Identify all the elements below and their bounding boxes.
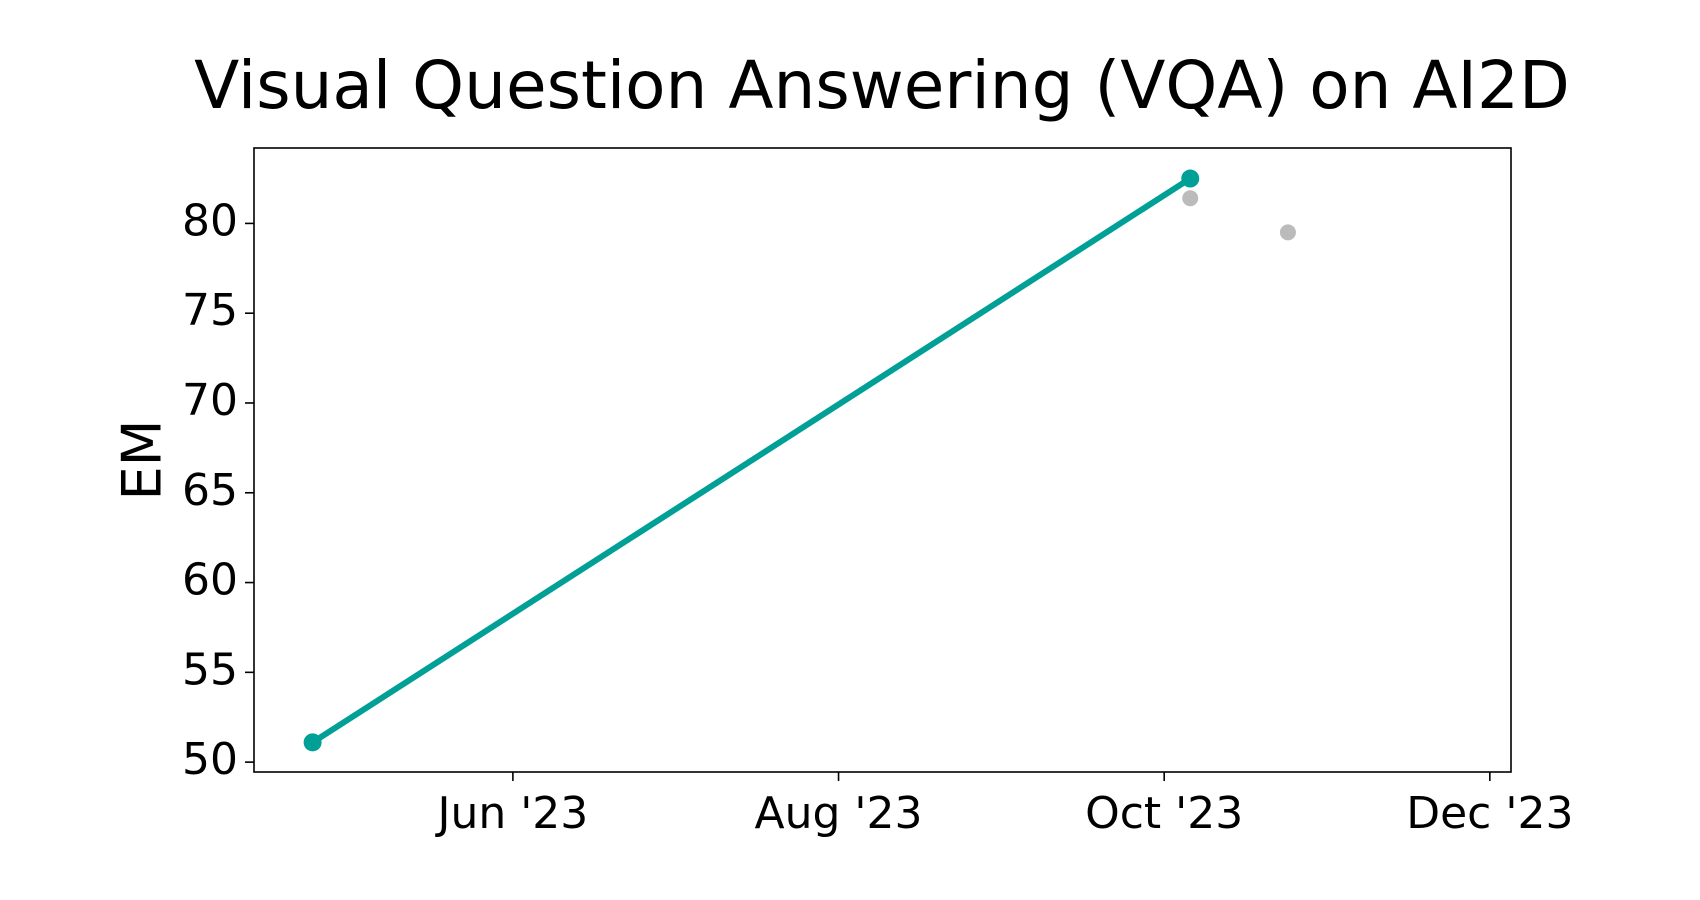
plot-frame xyxy=(253,147,1512,773)
point xyxy=(1279,224,1296,241)
x-tick-label: Jun '23 xyxy=(434,788,588,839)
x-tick-label: Oct '23 xyxy=(1085,788,1243,839)
line xyxy=(310,176,1192,745)
y-tick-label: 75 xyxy=(182,285,238,336)
y-tick-label: 80 xyxy=(182,195,238,246)
y-axis-label: EM xyxy=(111,420,174,501)
point xyxy=(303,733,322,752)
x-tick-label: Dec '23 xyxy=(1406,788,1573,839)
y-tick-label: 65 xyxy=(182,465,238,516)
point xyxy=(1182,190,1199,207)
y-tick-label: 55 xyxy=(182,644,238,695)
point xyxy=(1181,169,1200,188)
y-tick-label: 60 xyxy=(182,555,238,606)
chart-title: Visual Question Answering (VQA) on AI2D xyxy=(194,47,1570,124)
y-tick-label: 50 xyxy=(182,734,238,785)
x-tick-label: Aug '23 xyxy=(755,788,923,839)
y-tick-label: 70 xyxy=(182,375,238,426)
